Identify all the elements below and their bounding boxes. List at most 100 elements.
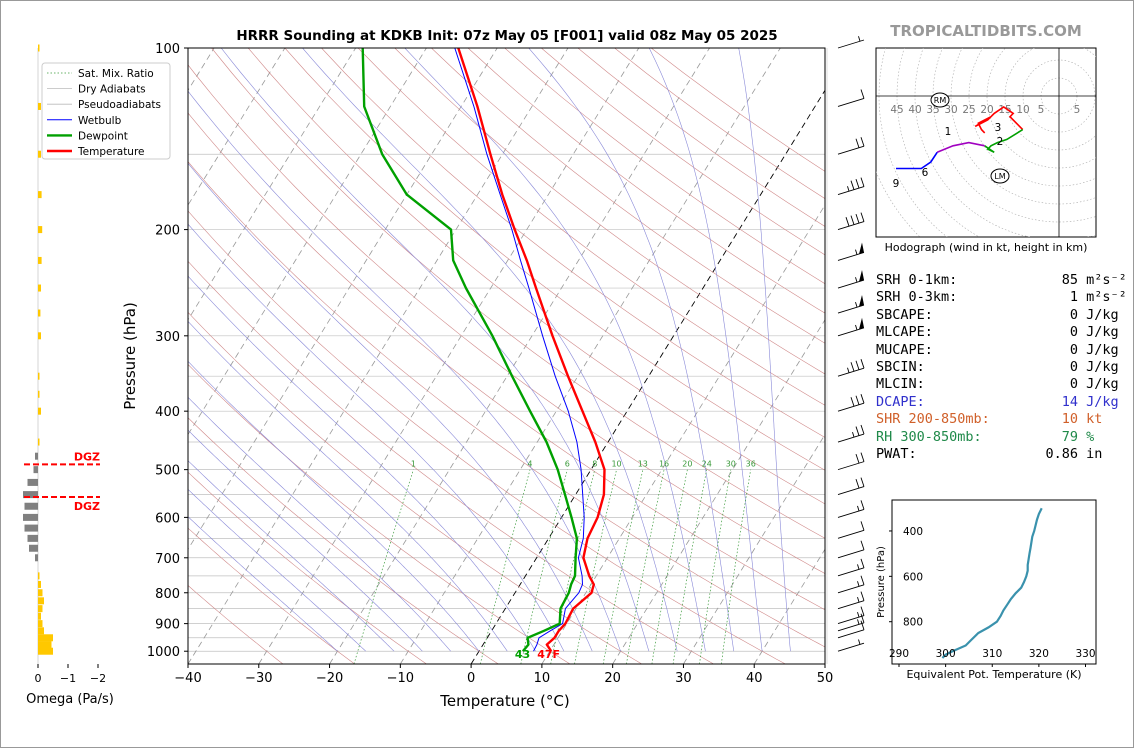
wind-barb — [837, 540, 865, 559]
omega-bar — [38, 597, 44, 605]
wind-barb — [837, 212, 865, 231]
omega-bar — [38, 620, 43, 628]
temperature-line — [457, 48, 606, 652]
dgz-label: DGZ — [74, 500, 100, 513]
wind-barb — [837, 558, 865, 577]
dry-adiabat — [188, 417, 499, 664]
omega-bar — [38, 641, 52, 649]
stats-unit: J/kg — [1078, 376, 1119, 393]
skewt-xtick-label: 50 — [817, 671, 834, 686]
theta-e-xlabel: Equivalent Pot. Temperature (K) — [906, 668, 1081, 681]
skewt-ytick-label: 400 — [155, 405, 180, 420]
omega-bar — [38, 407, 41, 415]
mixing-ratio-label: 13 — [638, 460, 648, 469]
wind-barb — [837, 606, 865, 625]
omega-panel: DGZ DGZ 0 −1 −2 — [23, 44, 106, 685]
skewt-ytick-label: 600 — [155, 511, 180, 526]
mixing-ratio-label: 4 — [527, 460, 532, 469]
stats-row: PWAT: 0.86 in — [876, 446, 1127, 463]
omega-xtick-label: −1 — [60, 672, 76, 685]
omega-bar — [33, 466, 38, 474]
skewt-xtick-label: 30 — [675, 671, 692, 686]
skewt-axes: −40 −30 −20 −10 0 10 20 30 40 50 100 200 300 400 500 60… — [147, 42, 833, 686]
dry-adiabat — [357, 48, 825, 406]
dry-adiabat — [188, 585, 284, 664]
legend-entry: Dewpoint — [78, 130, 128, 142]
stats-label: DCAPE: — [876, 393, 925, 410]
theta-e-ytick-label: 600 — [903, 571, 923, 583]
omega-bar — [38, 256, 42, 264]
mixing-ratio-line — [479, 469, 531, 664]
stats-label: MLCIN: — [876, 376, 925, 393]
stats-label: SRH 0-3km: — [876, 289, 958, 306]
stats-value: 0 — [1069, 358, 1078, 375]
surface-temperature-label: 47F — [537, 648, 560, 661]
isotherm — [188, 48, 427, 436]
stats-row: SBCAPE: 0 J/kg — [876, 307, 1127, 324]
dry-adiabat — [211, 48, 825, 539]
chart-title: HRRR Sounding at KDKB Init: 07z May 05 [… — [236, 28, 777, 44]
skewt-ytick-label: 500 — [155, 464, 180, 479]
dry-adiabat — [247, 48, 825, 505]
skewt-xtick-label: 40 — [746, 671, 763, 686]
moist-adiabat — [188, 460, 395, 652]
stats-label: MUCAPE: — [876, 341, 933, 358]
omega-bar — [38, 226, 43, 234]
omega-bar — [38, 605, 43, 613]
omega-bar — [38, 284, 41, 292]
wind-barb — [837, 36, 865, 49]
skewt-ylabel: Pressure (hPa) — [121, 302, 139, 410]
stats-value: 0 — [1069, 306, 1078, 323]
omega-bar — [38, 580, 41, 588]
skewt-ytick-label: 200 — [155, 224, 180, 239]
theta-e-ytick-label: 400 — [903, 526, 923, 538]
theta-e-panel: 290 300 310 320 330 400 600 800 — [889, 499, 1097, 667]
moist-adiabat — [188, 360, 480, 652]
stats-row: SRH 0-1km: 85 m²s⁻² — [876, 272, 1127, 289]
omega-bar — [27, 478, 38, 486]
hodograph-trace — [936, 141, 985, 154]
dry-adiabat — [188, 112, 825, 611]
moist-adiabat — [738, 48, 791, 652]
omega-bar — [38, 647, 53, 655]
hodograph-frame — [875, 47, 1097, 238]
isotherm — [753, 548, 825, 664]
chart-legend: Sat. Mix. Ratio Dry Adiabats Pseudoadiabat… — [41, 62, 171, 160]
stats-unit: m²s⁻² — [1078, 272, 1127, 288]
stats-label: SBCAPE: — [876, 306, 933, 323]
stats-unit: J/kg — [1078, 358, 1119, 375]
mixing-ratio-label: 6 — [565, 460, 570, 469]
hodograph-ring-label: 30 — [944, 104, 957, 116]
hodograph-ring-label: 35 — [926, 104, 939, 116]
skewt-profiles: 43 47F — [361, 48, 606, 661]
moist-adiabat — [188, 320, 508, 652]
moist-adiabat — [188, 396, 451, 652]
wind-barb — [837, 477, 865, 496]
omega-bar — [38, 390, 40, 398]
hodograph-ring-label: 15 — [998, 104, 1011, 116]
hodograph-ring-label: 40 — [908, 104, 921, 116]
moist-adiabat — [188, 223, 565, 652]
stats-value: 10 — [1061, 411, 1078, 428]
stats-label: MLCAPE: — [876, 324, 933, 341]
omega-bar — [35, 452, 38, 460]
theta-e-xtick-label: 290 — [889, 648, 909, 660]
mixing-ratio-line — [574, 469, 617, 664]
mixing-ratio-line — [353, 469, 414, 664]
legend-entry: Dry Adiabats — [78, 84, 146, 96]
wind-barb — [837, 575, 865, 594]
skewt-ytick-label: 300 — [155, 330, 180, 345]
omega-bar — [35, 554, 38, 562]
wind-barb — [837, 242, 865, 261]
omega-bar — [38, 372, 40, 380]
skewt-axes-frame — [187, 47, 826, 665]
wind-barb — [837, 521, 865, 539]
stats-unit: J/kg — [1078, 393, 1119, 410]
hodograph-height-label: 9 — [893, 178, 900, 190]
omega-xtick-label: −2 — [90, 672, 106, 685]
isotherm — [188, 48, 498, 551]
moist-adiabat — [220, 48, 650, 652]
stats-value: 1 — [1069, 289, 1078, 306]
stats-unit: m²s⁻² — [1078, 289, 1127, 306]
hodograph-rm-label: RM — [934, 96, 947, 105]
